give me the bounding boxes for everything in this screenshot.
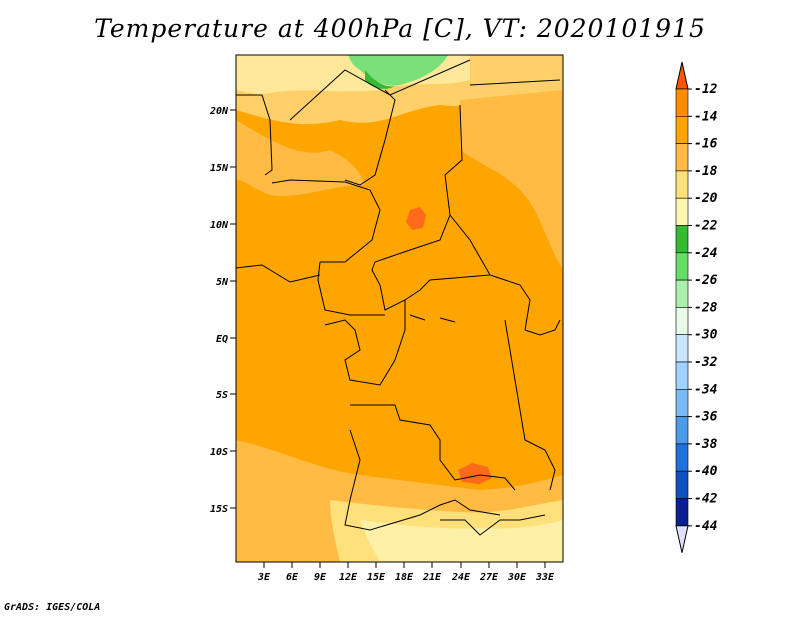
colorbar-label: -42 bbox=[694, 492, 718, 507]
country-borders bbox=[235, 59, 561, 536]
lon-label: 3E bbox=[257, 572, 271, 583]
colorbar-swatch bbox=[675, 88, 689, 117]
lat-label: 5S bbox=[216, 390, 228, 401]
colorbar-label: -30 bbox=[694, 328, 718, 343]
colorbar-label: -28 bbox=[694, 300, 718, 315]
fill-region-green bbox=[348, 55, 448, 86]
colorbar-swatch bbox=[675, 443, 689, 472]
colorbar-label: -26 bbox=[694, 273, 718, 288]
colorbar-top-arrow bbox=[675, 61, 689, 90]
colorbar-swatch bbox=[675, 252, 689, 281]
lon-label: 24E bbox=[451, 572, 471, 583]
lat-label: 15S bbox=[210, 504, 228, 515]
lat-label: EQ bbox=[216, 334, 228, 345]
colorbar-swatch bbox=[675, 143, 689, 172]
colorbar-label: -20 bbox=[694, 191, 718, 206]
lon-label: 6E bbox=[286, 572, 299, 583]
lon-label: 33E bbox=[535, 572, 555, 583]
colorbar-label: -32 bbox=[694, 355, 718, 370]
lat-label: 15N bbox=[210, 163, 229, 174]
latitude-axis: 20N 15N 10N 5N EQ 5S 10S 15S bbox=[209, 106, 236, 515]
colorbar-swatch bbox=[675, 225, 689, 254]
colorbar-label: -12 bbox=[694, 82, 718, 97]
colorbar-swatch bbox=[675, 307, 689, 335]
lat-label: 10N bbox=[210, 220, 229, 231]
fill-region-warm-spot-2 bbox=[458, 463, 492, 484]
colorbar-label: -24 bbox=[694, 246, 718, 261]
colorbar-label: -18 bbox=[694, 164, 718, 179]
lon-label: 18E bbox=[395, 572, 414, 583]
colorbar-legend: -12 -14 -16 -18 -20 -22 -24 -26 -28 -30 -32 -34 -36 -… bbox=[675, 61, 718, 553]
colorbar-swatch bbox=[675, 416, 689, 445]
colorbar-label: -16 bbox=[694, 137, 718, 152]
colorbar-swatch bbox=[675, 197, 689, 226]
colorbar-label: -14 bbox=[694, 109, 718, 124]
colorbar-swatch bbox=[675, 388, 689, 417]
lon-label: 27E bbox=[479, 572, 499, 583]
colorbar-swatch bbox=[675, 470, 689, 499]
colorbar-label: -36 bbox=[694, 410, 718, 425]
map-frame bbox=[235, 54, 564, 563]
fill-region-green-dark bbox=[365, 70, 395, 89]
lat-label: 20N bbox=[209, 106, 229, 117]
colorbar-label: -44 bbox=[694, 519, 718, 534]
colorbar-label: -38 bbox=[694, 437, 718, 452]
chart-title: Temperature at 400hPa [C], VT: 202010191… bbox=[94, 14, 706, 43]
lon-label: 15E bbox=[367, 572, 386, 583]
lat-label: 10S bbox=[210, 447, 228, 458]
colorbar-swatch bbox=[675, 334, 689, 363]
lon-label: 9E bbox=[314, 572, 327, 583]
fill-region-warm-spot-1 bbox=[406, 207, 426, 230]
colorbar-swatch bbox=[675, 498, 689, 527]
colorbar-swatch bbox=[675, 170, 689, 199]
fill-region-south-paler bbox=[360, 520, 563, 562]
colorbar-swatch bbox=[675, 116, 689, 144]
colorbar-bottom-arrow bbox=[675, 525, 689, 553]
map-panel: 20N 15N 10N 5N EQ 5S 10S 15S 3E 6E 9E 12… bbox=[209, 54, 564, 583]
longitude-axis: 3E 6E 9E 12E 15E 18E 21E 24E 27E 30E 33E bbox=[257, 562, 555, 583]
lon-label: 30E bbox=[507, 572, 527, 583]
lat-label: 5N bbox=[216, 277, 229, 288]
fill-region-west-band bbox=[236, 120, 365, 197]
fill-region-northeast bbox=[460, 90, 563, 270]
colorbar-swatch bbox=[675, 361, 689, 390]
lon-label: 21E bbox=[422, 572, 442, 583]
lon-label: 12E bbox=[339, 572, 358, 583]
colorbar-label: -22 bbox=[694, 219, 718, 234]
colorbar-swatch bbox=[675, 279, 689, 308]
credit-text: GrADS: IGES/COLA bbox=[4, 602, 101, 613]
colorbar-label: -40 bbox=[694, 464, 718, 479]
colorbar-label: -34 bbox=[694, 382, 718, 397]
